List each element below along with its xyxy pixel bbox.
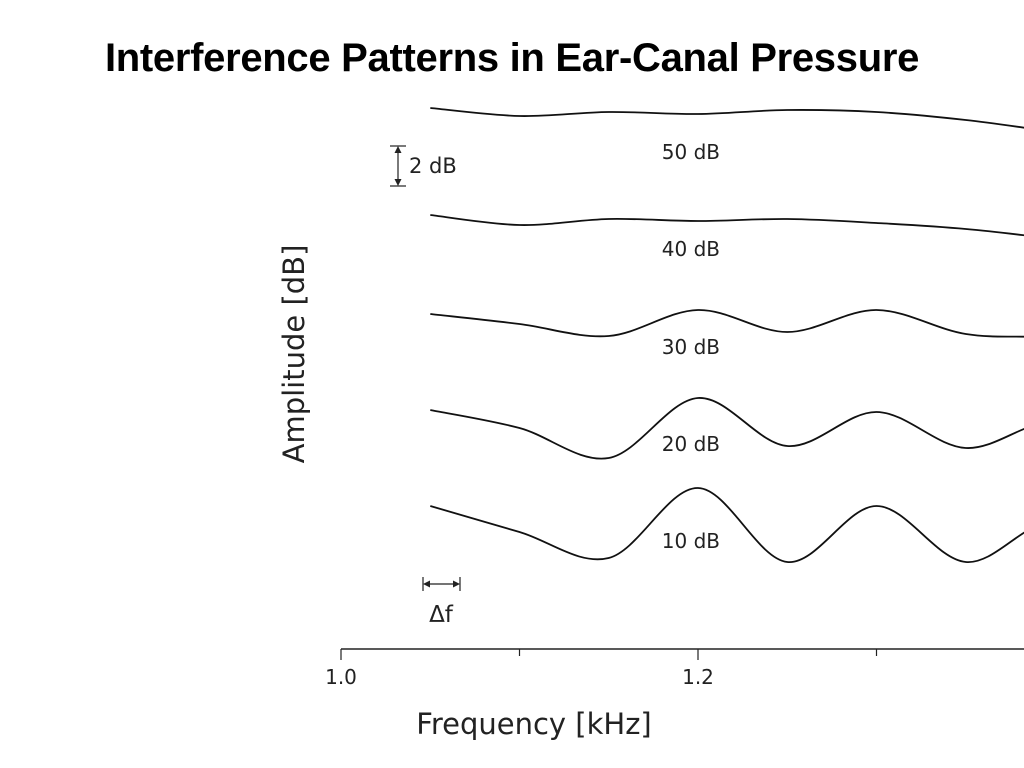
series-label: 40 dB (662, 237, 720, 261)
scale-bar-label: 2 dB (409, 154, 457, 178)
series-line-20-db (430, 397, 1024, 460)
axis-layer: 1.01.21.41.61.82.0 (325, 648, 1024, 689)
series-line-10-db (430, 487, 1024, 563)
series-label: 10 dB (662, 529, 720, 553)
x-tick-label: 1.0 (325, 665, 357, 689)
scale-bar (390, 145, 406, 187)
series-line-40-db (430, 214, 1024, 237)
series-line-50-db (430, 107, 1024, 129)
slide-title: Interference Patterns in Ear-Canal Press… (104, 36, 920, 80)
y-axis-label: Amplitude [dB] (277, 245, 311, 464)
series-label: 50 dB (662, 140, 720, 164)
delta-f-label: Δf (429, 602, 454, 628)
x-tick-label: 1.2 (682, 665, 714, 689)
series-label: 20 dB (662, 432, 720, 456)
series-label: 30 dB (662, 335, 720, 359)
delta-f-bracket (422, 577, 461, 591)
labels-layer: 50 dB 40 dB 30 dB 20 dB 10 dB (662, 140, 720, 553)
x-axis-label: Frequency [kHz] (416, 707, 651, 741)
series-layer (430, 107, 1024, 563)
series-line-30-db (430, 309, 1024, 338)
